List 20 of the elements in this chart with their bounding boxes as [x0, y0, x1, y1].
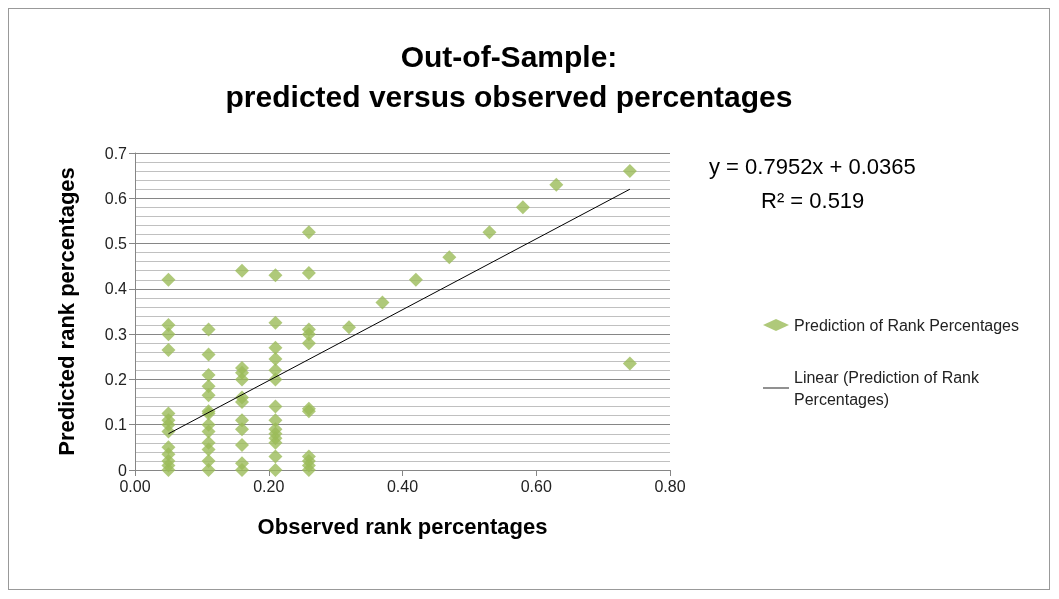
x-axis-title: Observed rank percentages: [257, 513, 548, 539]
x-tick-label: 0.80: [654, 477, 686, 495]
y-tick-label: 0.5: [104, 235, 128, 253]
x-tick-label: 0.00: [119, 477, 151, 495]
text: y = 0.7952x + 0.0365: [709, 153, 916, 179]
legend-label: Prediction of Rank Percentages: [794, 316, 1020, 334]
text: R² = 0.519: [761, 187, 865, 213]
x-tick-label: 0.60: [520, 477, 552, 495]
y-axis-title: Predicted rank percentages: [53, 167, 79, 456]
y-tick-label: 0.3: [104, 325, 128, 343]
legend-label: Linear (Prediction of Rank Percentages): [794, 368, 984, 408]
y-tick-label: 0: [118, 461, 128, 479]
y-tick-label: 0.2: [104, 370, 128, 388]
x-tick-label: 0.40: [386, 477, 419, 495]
y-tick-label: 0.7: [104, 144, 128, 162]
y-tick-label: 0.6: [104, 189, 128, 207]
y-tick-label: 0.4: [104, 280, 128, 298]
y-tick-label: 0.1: [104, 416, 128, 434]
x-tick-label: 0.20: [253, 477, 285, 495]
chart-title: Out-of-Sample: predicted versus observed percentages: [225, 39, 793, 113]
